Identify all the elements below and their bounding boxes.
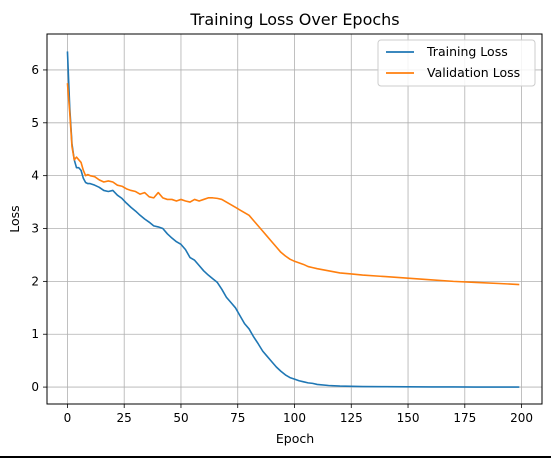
x-tick-label: 175 (453, 411, 476, 425)
chart-title: Training Loss Over Epochs (189, 10, 399, 29)
y-axis-label: Loss (7, 205, 22, 232)
x-axis-label: Epoch (276, 431, 314, 446)
x-tick-label: 100 (283, 411, 306, 425)
y-tick-label: 2 (31, 274, 39, 288)
legend-label-training-loss: Training Loss (426, 44, 508, 59)
y-tick-label: 0 (31, 380, 39, 394)
x-tick-label: 0 (64, 411, 72, 425)
series-layer (66, 51, 520, 388)
y-tick-label: 6 (31, 63, 39, 77)
y-axis: 0 1 2 3 4 5 6 (31, 63, 47, 394)
series-line-validation-loss (66, 83, 520, 286)
x-tick-label: 50 (173, 411, 188, 425)
y-tick-label: 4 (31, 169, 39, 183)
bottom-border (0, 456, 551, 458)
legend: Training Loss Validation Loss (377, 39, 536, 87)
x-tick-label: 200 (510, 411, 533, 425)
legend-box (377, 39, 536, 87)
x-tick-label: 125 (340, 411, 363, 425)
legend-label-validation-loss: Validation Loss (427, 65, 520, 80)
y-tick-label: 3 (31, 222, 39, 236)
y-tick-label: 5 (31, 116, 39, 130)
x-axis: 0 25 50 75 100 125 150 175 200 (64, 404, 533, 425)
y-tick-label: 1 (31, 327, 39, 341)
series-line-training-loss (66, 51, 520, 388)
x-tick-label: 25 (117, 411, 132, 425)
x-tick-label: 150 (397, 411, 420, 425)
x-tick-label: 75 (230, 411, 245, 425)
